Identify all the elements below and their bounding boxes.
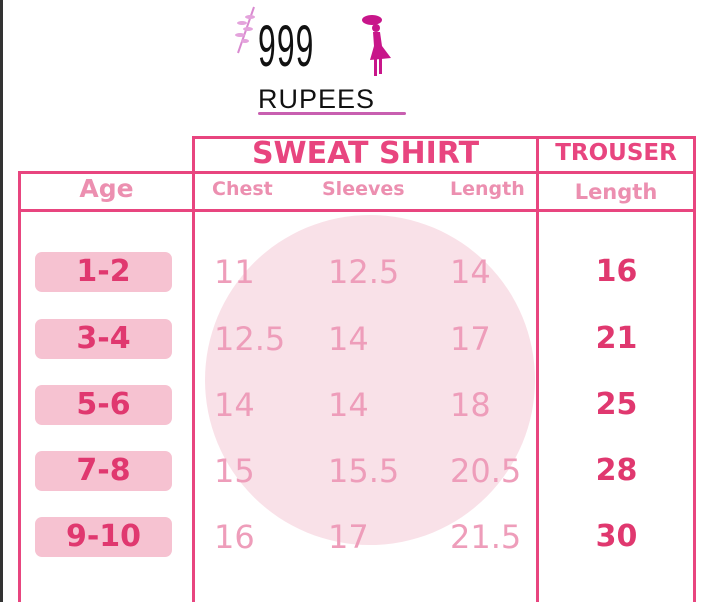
logo-number: 999 [258, 14, 315, 79]
divider [536, 136, 539, 602]
cell-sleeves: 17 [328, 518, 369, 556]
cell-age: 9-10 [35, 517, 172, 557]
left-edge [0, 0, 3, 602]
divider [18, 171, 21, 602]
divider [693, 136, 696, 602]
cell-trouser: 25 [595, 387, 638, 422]
logo-word: RUPEES [258, 84, 376, 114]
cell-sleeves: 15.5 [328, 452, 400, 490]
cell-chest: 14 [214, 386, 255, 424]
cell-trouser: 21 [595, 321, 638, 356]
cell-length: 21.5 [450, 518, 522, 556]
watermark-logo [205, 215, 535, 545]
cell-trouser: 16 [595, 254, 638, 289]
age-header: Age [79, 174, 134, 203]
cell-age: 3-4 [35, 319, 172, 359]
cell-chest: 15 [214, 452, 255, 490]
trouser-length-header: Length [574, 180, 658, 204]
cell-chest: 12.5 [214, 320, 286, 358]
lavender-icon [235, 6, 255, 54]
divider [18, 209, 696, 212]
divider [193, 136, 696, 139]
divider [18, 171, 696, 174]
woman-silhouette-icon [362, 15, 391, 76]
cell-length: 20.5 [450, 452, 522, 490]
cell-sleeves: 14 [328, 320, 369, 358]
cell-sleeves: 12.5 [328, 253, 400, 291]
cell-trouser: 28 [595, 453, 638, 488]
cell-length: 17 [450, 320, 491, 358]
cell-length: 18 [450, 386, 491, 424]
cell-trouser: 30 [595, 519, 638, 554]
cell-age: 7-8 [35, 451, 172, 491]
trouser-header: TROUSER [555, 140, 677, 166]
sleeves-header: Sleeves [322, 178, 405, 200]
chest-header: Chest [212, 178, 273, 200]
cell-sleeves: 14 [328, 386, 369, 424]
cell-chest: 11 [214, 253, 255, 291]
cell-age: 5-6 [35, 385, 172, 425]
cell-age: 1-2 [35, 252, 172, 292]
cell-length: 14 [450, 253, 491, 291]
divider [192, 136, 195, 602]
cell-chest: 16 [214, 518, 255, 556]
sweatshirt-header: SWEAT SHIRT [251, 136, 480, 171]
logo-underline [258, 112, 406, 115]
length-header: Length [450, 178, 525, 200]
